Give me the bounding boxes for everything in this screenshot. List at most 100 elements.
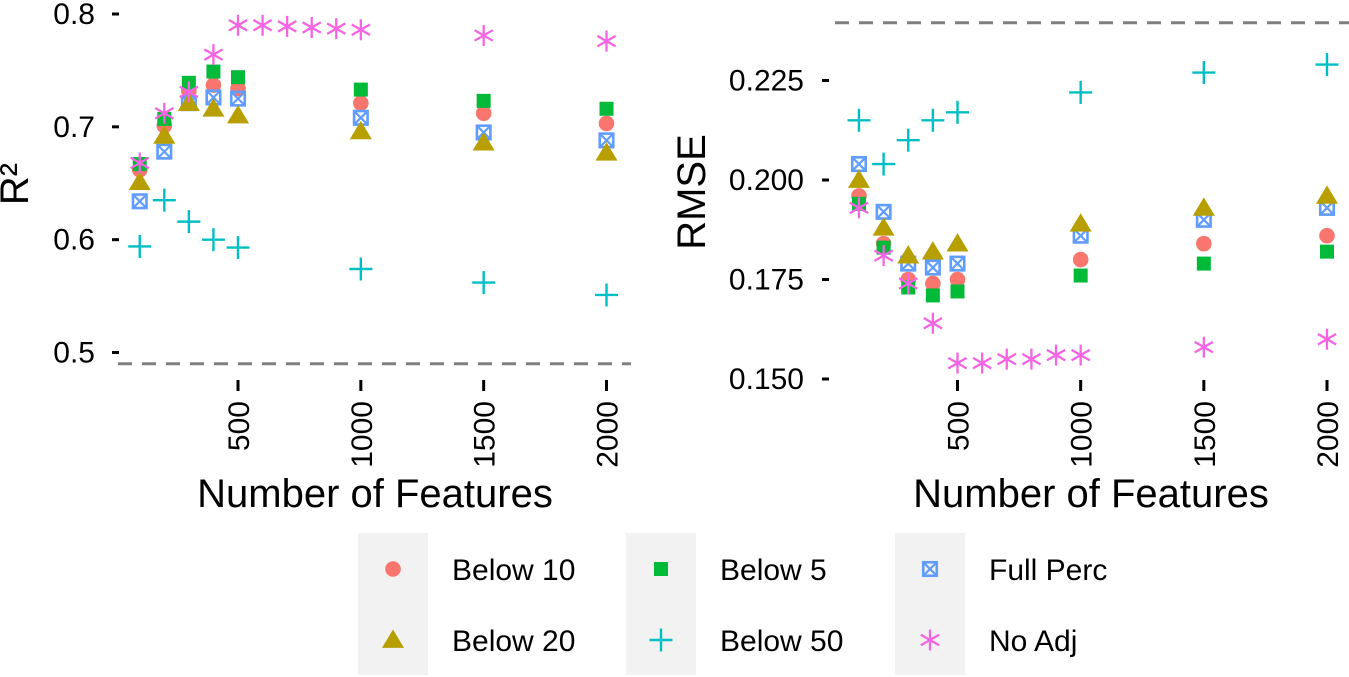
- point-below-50: [595, 283, 618, 307]
- point-below-5: [353, 82, 368, 97]
- legend-marker-no-adj: [920, 629, 940, 651]
- point-below-5: [1073, 268, 1088, 283]
- series-below-50: [128, 188, 618, 307]
- point-no-adj: [898, 272, 918, 294]
- point-below-50: [226, 236, 250, 260]
- x-axis-title: Number of Features: [913, 472, 1269, 516]
- legend-label: Full Perc: [989, 554, 1107, 587]
- point-below-20: [1315, 185, 1339, 204]
- point-below-50: [1069, 80, 1093, 104]
- y-tick-label: 0.175: [729, 264, 804, 297]
- point-below-50: [946, 100, 969, 124]
- point-no-adj: [947, 352, 968, 374]
- point-below-20: [921, 241, 944, 260]
- legend-marker-below-50: [649, 628, 673, 652]
- x-tick-label: 1000: [346, 401, 379, 468]
- point-below-5: [1196, 256, 1211, 271]
- point-no-adj: [596, 30, 617, 52]
- point-full-perc: [875, 203, 892, 220]
- point-below-10: [1196, 235, 1212, 252]
- point-full-perc: [924, 259, 941, 276]
- point-no-adj: [873, 245, 894, 267]
- series-below-5: [851, 196, 1334, 303]
- legend-label: Below 20: [452, 625, 575, 658]
- point-below-5: [1320, 244, 1334, 259]
- series-below-20: [128, 92, 618, 190]
- point-no-adj: [179, 81, 199, 103]
- point-no-adj: [972, 352, 992, 374]
- point-below-5: [206, 64, 221, 79]
- point-below-50: [472, 271, 496, 295]
- r2-panel: 0.5 0.6 0.7 0.8 500 1000 1500 2000 Number of Fea…: [0, 0, 631, 516]
- point-no-adj: [252, 14, 273, 36]
- point-no-adj: [1046, 344, 1066, 366]
- x-tick-label: 1500: [469, 401, 502, 468]
- point-no-adj: [923, 312, 943, 334]
- x-tick-label: 500: [223, 401, 256, 451]
- series-below-10: [851, 188, 1335, 292]
- point-below-50: [896, 128, 920, 152]
- point-below-50: [177, 210, 201, 234]
- point-no-adj: [326, 18, 346, 40]
- point-below-10: [925, 275, 941, 292]
- legend: Below 10 Below 5 Full Perc Below 20 Below 50…: [358, 533, 1107, 675]
- legend-label: Below 50: [720, 625, 843, 658]
- point-below-50: [1315, 53, 1339, 77]
- point-below-10: [598, 115, 615, 132]
- point-below-20: [128, 171, 151, 190]
- point-below-50: [201, 228, 225, 252]
- y-tick-label: 0.150: [729, 363, 804, 396]
- point-below-20: [897, 245, 920, 264]
- point-below-20: [349, 120, 372, 140]
- point-no-adj: [1194, 336, 1214, 358]
- point-below-50: [847, 108, 871, 132]
- point-below-50: [152, 188, 176, 212]
- legend-label: No Adj: [989, 625, 1077, 658]
- legend-item-no-adj: No Adj: [920, 625, 1077, 658]
- x-tick-label: 1500: [1189, 401, 1222, 468]
- point-below-5: [925, 288, 940, 303]
- legend-item-below-5: Below 5: [654, 554, 827, 587]
- point-full-perc: [156, 143, 173, 160]
- y-axis-title: R²: [0, 163, 37, 205]
- point-full-perc: [131, 193, 148, 210]
- point-no-adj: [154, 102, 175, 124]
- legend-label: Below 10: [452, 554, 575, 587]
- point-no-adj: [1021, 348, 1042, 370]
- legend-key-bg: [626, 533, 696, 675]
- x-tick-label: 2000: [1312, 401, 1345, 468]
- point-below-20: [153, 125, 176, 144]
- point-below-5: [599, 101, 614, 116]
- y-tick-label: 0.225: [729, 65, 804, 98]
- y-tick-label: 0.7: [53, 111, 95, 144]
- point-full-perc: [949, 255, 966, 272]
- point-below-10: [949, 271, 966, 288]
- point-no-adj: [997, 348, 1017, 370]
- legend-item-below-50: Below 50: [649, 625, 843, 658]
- legend-key-bg: [895, 533, 965, 675]
- legend-marker-full-perc: [921, 560, 939, 578]
- point-below-50: [349, 257, 373, 281]
- point-below-10: [353, 95, 369, 111]
- point-below-20: [226, 105, 250, 124]
- legend-item-full-perc: Full Perc: [921, 554, 1107, 587]
- point-below-10: [475, 105, 492, 122]
- point-below-20: [202, 98, 225, 117]
- point-below-20: [847, 169, 870, 188]
- legend-marker-below-20: [381, 629, 405, 648]
- point-no-adj: [849, 197, 869, 219]
- y-axis-title: RMSE: [670, 134, 714, 250]
- point-no-adj: [473, 24, 494, 46]
- legend-item-below-20: Below 20: [381, 625, 575, 658]
- point-below-20: [872, 217, 895, 236]
- series-below-5: [132, 64, 614, 172]
- legend-label: Below 5: [720, 554, 827, 587]
- series-no-adj: [130, 14, 617, 174]
- series-full-perc: [131, 89, 615, 210]
- x-tick-label: 500: [943, 401, 976, 451]
- legend-key-bg: [358, 533, 428, 675]
- point-no-adj: [277, 15, 297, 37]
- point-no-adj: [130, 152, 150, 174]
- point-no-adj: [203, 44, 224, 66]
